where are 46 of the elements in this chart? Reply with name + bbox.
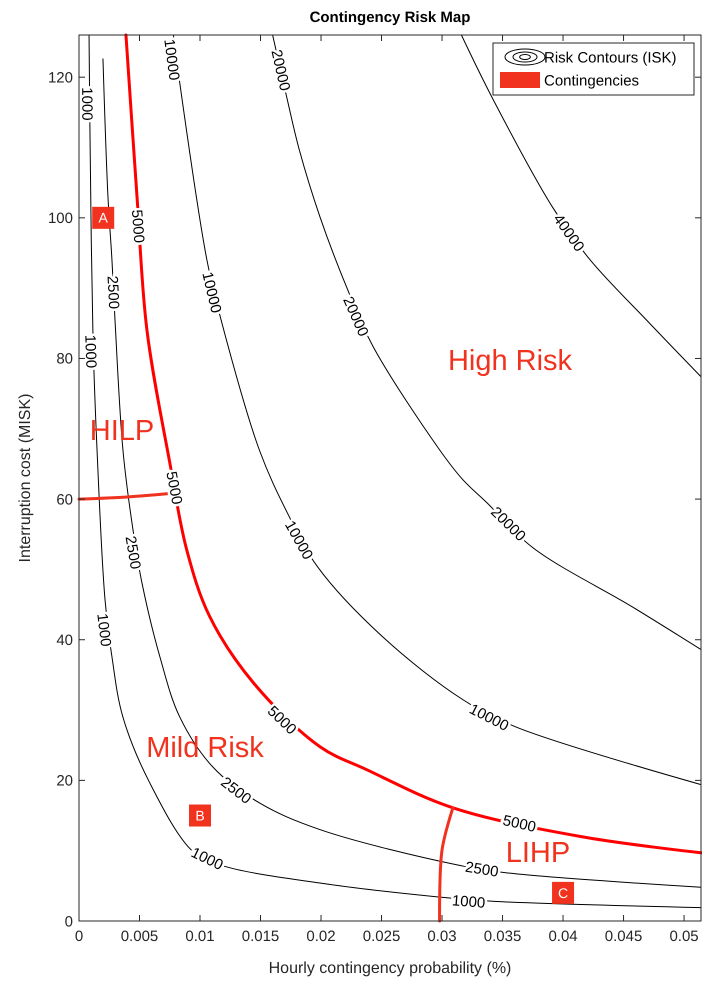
data-label: B (195, 807, 205, 824)
y-tick-label: 20 (56, 772, 73, 790)
annotation: 1000 (451, 892, 486, 912)
y-tick-label: 80 (56, 350, 73, 368)
annotation: 20000 (339, 294, 372, 340)
x-tick-label: 0.05 (669, 928, 699, 945)
x-tick-label: 0.01 (185, 928, 215, 945)
x-tick-label: 0.005 (120, 928, 158, 945)
y-tick-label: 0 (64, 913, 73, 930)
annotation: 2500 (104, 275, 122, 310)
annotation: 5000 (501, 812, 538, 836)
x-tick-label: 0.02 (306, 928, 336, 945)
x-tick-label: 0.03 (427, 928, 457, 945)
y-tick-label: 120 (48, 69, 73, 86)
annotation: 5000 (128, 209, 148, 244)
chart-title: Contingency Risk Map (310, 9, 470, 26)
annotation: 5000 (162, 470, 186, 506)
annotation: 10000 (160, 38, 183, 82)
annotation: 10000 (466, 700, 512, 735)
x-tick-label: 0.045 (604, 928, 642, 945)
annotation: 1000 (188, 844, 226, 874)
y-axis-title: Interruption cost (MISK) (17, 394, 34, 562)
annotation: 10000 (198, 270, 224, 315)
legend-label: Risk Contours (ISK) (544, 49, 677, 66)
annotation: 1000 (93, 612, 114, 648)
x-tick-label: 0.015 (242, 928, 280, 945)
annotation: Mild Risk (146, 732, 264, 764)
x-axis-title: Hourly contingency probability (%) (268, 960, 512, 977)
annotation: High Risk (448, 345, 573, 378)
x-tick-label: 0.035 (484, 928, 522, 945)
y-tick-label: 60 (56, 491, 73, 508)
legend-label: Contingencies (544, 72, 640, 90)
annotation: 2500 (464, 858, 500, 881)
annotation: 2500 (217, 774, 254, 808)
annotation: 2500 (122, 534, 144, 571)
y-tick-label: 40 (56, 632, 73, 649)
annotation: 1000 (78, 87, 96, 121)
x-tick-label: 0.025 (362, 928, 400, 945)
x-tick-label: 0.04 (548, 928, 578, 945)
data-label: C (558, 884, 568, 901)
annotation: 20000 (267, 48, 294, 93)
data-label: A (98, 210, 109, 226)
y-tick-label: 100 (48, 210, 73, 228)
x-tick-label: 0 (74, 928, 84, 945)
annotation: LIHP (506, 837, 570, 870)
annotation: 1000 (81, 334, 100, 368)
